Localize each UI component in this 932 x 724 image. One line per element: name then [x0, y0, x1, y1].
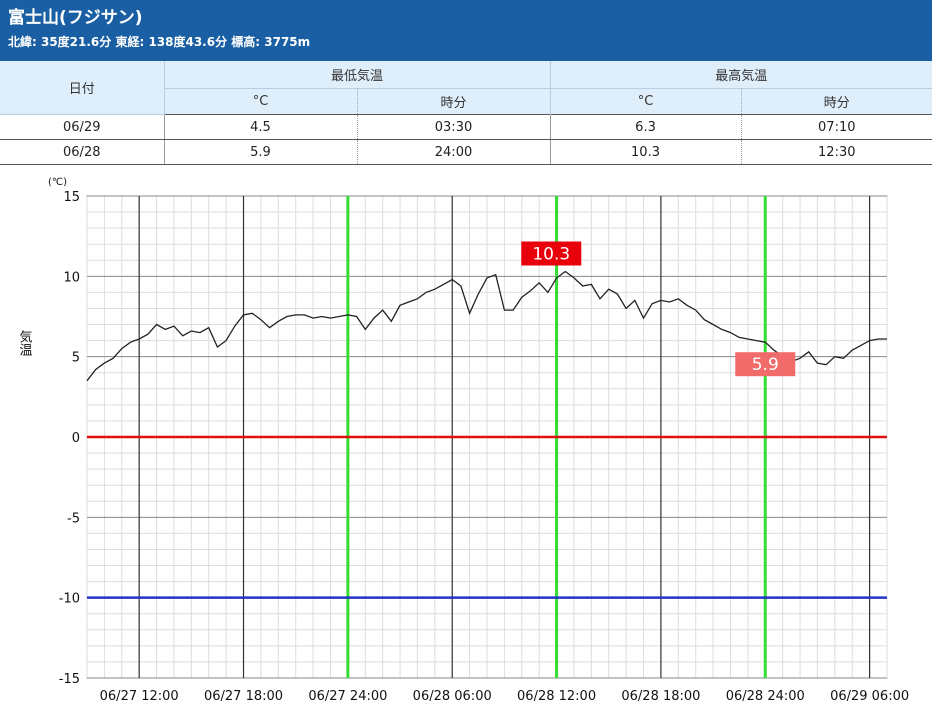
- row-date: 06/29: [0, 114, 164, 140]
- row-max-temp: 6.3: [549, 114, 742, 140]
- station-coordinates: 北緯: 35度21.6分 東経: 138度43.6分 標高: 3775m: [8, 35, 311, 49]
- min-temp-header: 最低気温: [163, 61, 551, 89]
- row-min-time: 24:00: [356, 139, 551, 165]
- row-max-time: 12:30: [740, 139, 932, 165]
- max-unit-header: °C: [549, 88, 742, 115]
- row-min-temp: 4.5: [163, 114, 357, 140]
- max-temp-header: 最高気温: [549, 61, 932, 89]
- annotation-badge: [521, 241, 582, 266]
- temperature-summary-table: 日付 最低気温 最高気温 °C 時分 °C 時分 06/29 4.5 03:30…: [0, 61, 932, 165]
- y-tick-label: 5: [72, 351, 80, 366]
- y-tick-label: 10: [63, 270, 80, 285]
- y-tick-label: -10: [59, 592, 80, 607]
- x-tick-label: 06/27 12:00: [100, 689, 179, 704]
- x-tick-label: 06/27 24:00: [308, 689, 387, 704]
- date-header: 日付: [0, 61, 165, 115]
- x-tick-label: 06/29 06:00: [830, 689, 909, 704]
- min-unit-header: °C: [163, 88, 357, 115]
- row-min-time: 03:30: [356, 114, 551, 140]
- y-tick-label: 0: [72, 431, 80, 446]
- min-time-header: 時分: [356, 88, 551, 115]
- row-max-temp: 10.3: [549, 139, 742, 165]
- y-tick-label: -5: [67, 511, 80, 526]
- table-row: 06/29 4.5 03:30 6.3 07:10: [0, 114, 932, 140]
- annotation-badge: [735, 352, 796, 377]
- x-tick-label: 06/28 24:00: [726, 689, 805, 704]
- row-min-temp: 5.9: [163, 139, 357, 165]
- row-date: 06/28: [0, 139, 164, 165]
- table-row: 06/28 5.9 24:00 10.3 12:30: [0, 139, 932, 165]
- row-max-time: 07:10: [740, 114, 932, 140]
- station-title: 富士山(フジサン): [8, 8, 143, 28]
- annotation-label: 10.3: [532, 245, 570, 265]
- y-axis-unit: (℃): [48, 177, 67, 188]
- y-axis-label: 気温: [17, 329, 33, 356]
- temperature-series-line: [86, 270, 887, 382]
- y-tick-label: -15: [59, 672, 80, 687]
- x-tick-label: 06/27 18:00: [204, 689, 283, 704]
- x-tick-label: 06/28 06:00: [413, 689, 492, 704]
- x-tick-label: 06/28 12:00: [517, 689, 596, 704]
- max-time-header: 時分: [740, 88, 932, 115]
- annotation-label: 5.9: [752, 355, 779, 375]
- x-tick-label: 06/28 18:00: [621, 689, 700, 704]
- y-tick-label: 15: [63, 190, 80, 205]
- temperature-line-chart: 10.3 5.9 15 10 5 0 -5 -10 -15 (℃) 気温 06/27 12:00 06/…: [17, 177, 910, 704]
- station-header: 富士山(フジサン) 北緯: 35度21.6分 東経: 138度43.6分 標高:…: [0, 0, 932, 61]
